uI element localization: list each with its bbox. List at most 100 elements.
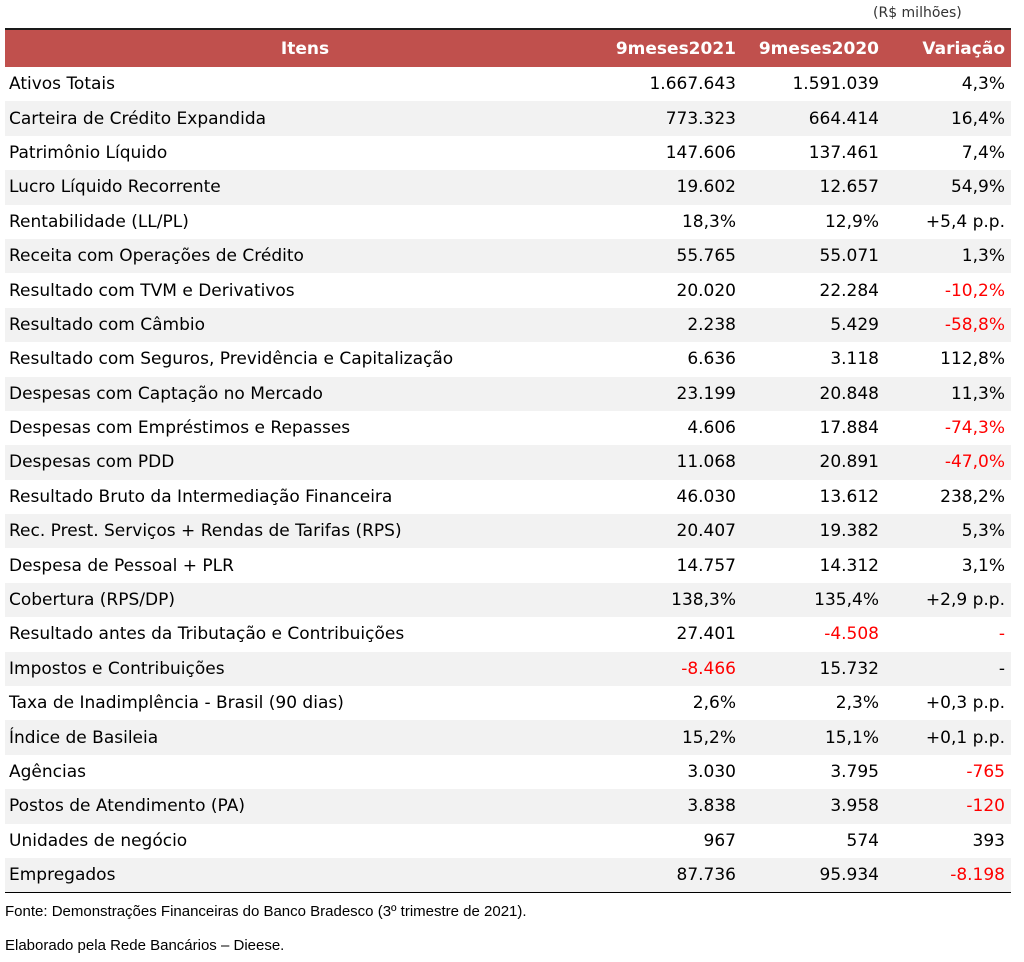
table-body: Ativos Totais 1.667.643 1.591.039 4,3% Carte… (5, 67, 1011, 893)
cell-9meses2021: 138,3% (671, 590, 736, 611)
cell-9meses2021: 20.020 (676, 280, 736, 301)
cell-item: Lucro Líquido Recorrente (9, 177, 221, 198)
table-row: Despesas com PDD 11.068 20.891 -47,0% (5, 445, 1011, 480)
cell-item: Agências (9, 762, 86, 782)
cell-variacao: 238,2% (940, 486, 1005, 507)
cell-9meses2021: 19.602 (676, 177, 736, 198)
header-variacao: Variação (885, 28, 1011, 67)
source-note: Fonte: Demonstrações Financeiras do Banc… (5, 903, 527, 920)
cell-9meses2020: 22.284 (819, 280, 879, 301)
cell-9meses2021: 20.407 (676, 521, 736, 542)
cell-variacao: -58,8% (944, 314, 1005, 335)
table-row: Rec. Prest. Serviços + Rendas de Tarifas… (5, 514, 1011, 549)
table-header: Itens 9meses2021 9meses2020 Variação (5, 28, 1011, 67)
cell-variacao: -47,0% (944, 452, 1005, 473)
cell-9meses2020: 12,9% (824, 211, 879, 232)
cell-9meses2021: 18,3% (681, 211, 736, 232)
cell-variacao: +5,4 p.p. (925, 211, 1005, 232)
cell-9meses2020: -4.508 (824, 624, 879, 645)
table-row: Empregados 87.736 95.934 -8.198 (5, 857, 1011, 893)
table-row: Postos de Atendimento (PA) 3.838 3.958 -120 (5, 789, 1011, 824)
table-row: Taxa de Inadimplência - Brasil (90 dias)… (5, 686, 1011, 720)
cell-9meses2020: 20.891 (819, 452, 879, 473)
cell-9meses2021: 11.068 (676, 452, 736, 473)
cell-9meses2021: 773.323 (665, 108, 736, 129)
cell-variacao: 1,3% (961, 246, 1005, 267)
cell-9meses2021: 14.757 (676, 555, 736, 576)
cell-item: Unidades de negócio (9, 830, 188, 851)
cell-9meses2021: -8.466 (681, 658, 736, 679)
cell-9meses2020: 15,1% (824, 727, 879, 748)
cell-item: Resultado antes da Tributação e Contribu… (9, 624, 405, 645)
cell-9meses2020: 137.461 (808, 142, 879, 163)
cell-item: Postos de Atendimento (PA) (9, 796, 245, 817)
cell-variacao: 4,3% (961, 74, 1005, 95)
cell-9meses2020: 12.657 (819, 177, 879, 198)
cell-9meses2021: 3.838 (687, 796, 736, 817)
cell-9meses2020: 2,3% (835, 693, 879, 714)
cell-9meses2021: 2.238 (687, 314, 736, 335)
cell-9meses2021: 87.736 (605, 857, 742, 893)
cell-9meses2020: 574 (846, 830, 879, 851)
cell-9meses2020: 3.118 (830, 349, 879, 370)
cell-item: Impostos e Contribuições (9, 658, 225, 679)
cell-item: Empregados (5, 857, 605, 893)
header-9meses2021: 9meses2021 (605, 28, 742, 67)
cell-variacao: 11,3% (950, 383, 1005, 404)
cell-9meses2020: 14.312 (819, 555, 879, 576)
table-row: Resultado com Seguros, Previdência e Cap… (5, 342, 1011, 376)
cell-variacao: -765 (966, 762, 1005, 782)
cell-variacao: 16,4% (950, 108, 1005, 129)
cell-9meses2021: 147.606 (665, 142, 736, 163)
cell-9meses2021: 27.401 (676, 624, 736, 645)
cell-variacao: 54,9% (950, 177, 1005, 198)
financial-table: Itens 9meses2021 9meses2020 Variação Ati… (5, 28, 1011, 893)
cell-variacao: - (998, 658, 1005, 679)
table-row: Patrimônio Líquido 147.606 137.461 7,4% (5, 136, 1011, 170)
cell-item: Resultado com Câmbio (9, 314, 206, 335)
cell-9meses2020: 664.414 (808, 108, 879, 129)
header-row: Itens 9meses2021 9meses2020 Variação (5, 28, 1011, 67)
cell-variacao: 112,8% (940, 349, 1005, 370)
cell-9meses2020: 15.732 (819, 658, 879, 679)
table-row: Rentabilidade (LL/PL) 18,3% 12,9% +5,4 p.p. (5, 205, 1011, 239)
table-row: Resultado antes da Tributação e Contribu… (5, 617, 1011, 651)
table-row: Despesa de Pessoal + PLR 14.757 14.312 3,1% (5, 548, 1011, 582)
table-row: Despesas com Captação no Mercado 23.199 20… (5, 376, 1011, 411)
cell-9meses2021: 23.199 (676, 383, 736, 404)
cell-item: Despesas com Captação no Mercado (9, 383, 323, 404)
cell-9meses2021: 15,2% (681, 727, 736, 748)
cell-item: Resultado com Seguros, Previdência e Cap… (9, 349, 454, 370)
cell-variacao: - (998, 624, 1005, 645)
cell-variacao: -10,2% (944, 280, 1005, 301)
cell-item: Índice de Basileia (9, 727, 159, 748)
cell-9meses2020: 1.591.039 (792, 74, 879, 95)
cell-item: Receita com Operações de Crédito (9, 246, 304, 267)
cell-9meses2020: 3.958 (830, 796, 879, 817)
cell-variacao: +0,1 p.p. (925, 727, 1005, 748)
unit-note: (R$ milhões) (873, 5, 962, 21)
cell-variacao: 393 (972, 830, 1005, 851)
table-row: Resultado com TVM e Derivativos 20.020 22.… (5, 273, 1011, 307)
table-row: Índice de Basileia 15,2% 15,1% +0,1 p.p. (5, 720, 1011, 755)
cell-variacao: -74,3% (944, 418, 1005, 439)
cell-variacao: +0,3 p.p. (925, 693, 1005, 714)
cell-9meses2021: 2,6% (692, 693, 736, 714)
table-row: Despesas com Empréstimos e Repasses 4.606… (5, 411, 1011, 445)
table-row: Resultado Bruto da Intermediação Finance… (5, 480, 1011, 514)
cell-variacao: +2,9 p.p. (925, 590, 1005, 611)
cell-variacao: -8.198 (885, 857, 1011, 893)
table-row: Receita com Operações de Crédito 55.765 55… (5, 238, 1011, 274)
cell-9meses2020: 135,4% (814, 590, 879, 611)
cell-item: Rec. Prest. Serviços + Rendas de Tarifas… (9, 521, 402, 542)
table-row: Agências 3.030 3.795 -765 (5, 755, 1011, 789)
cell-9meses2020: 5.429 (830, 314, 879, 335)
header-9meses2020: 9meses2020 (742, 28, 885, 67)
cell-9meses2021: 55.765 (676, 246, 736, 267)
table-row: Cobertura (RPS/DP) 138,3% 135,4% +2,9 p.p. (5, 582, 1011, 618)
table-row: Resultado com Câmbio 2.238 5.429 -58,8% (5, 307, 1011, 343)
cell-item: Resultado com TVM e Derivativos (9, 280, 295, 301)
header-itens: Itens (5, 28, 605, 67)
cell-9meses2021: 1.667.643 (649, 74, 736, 95)
table-row: Unidades de negócio 967 574 393 (5, 824, 1011, 858)
